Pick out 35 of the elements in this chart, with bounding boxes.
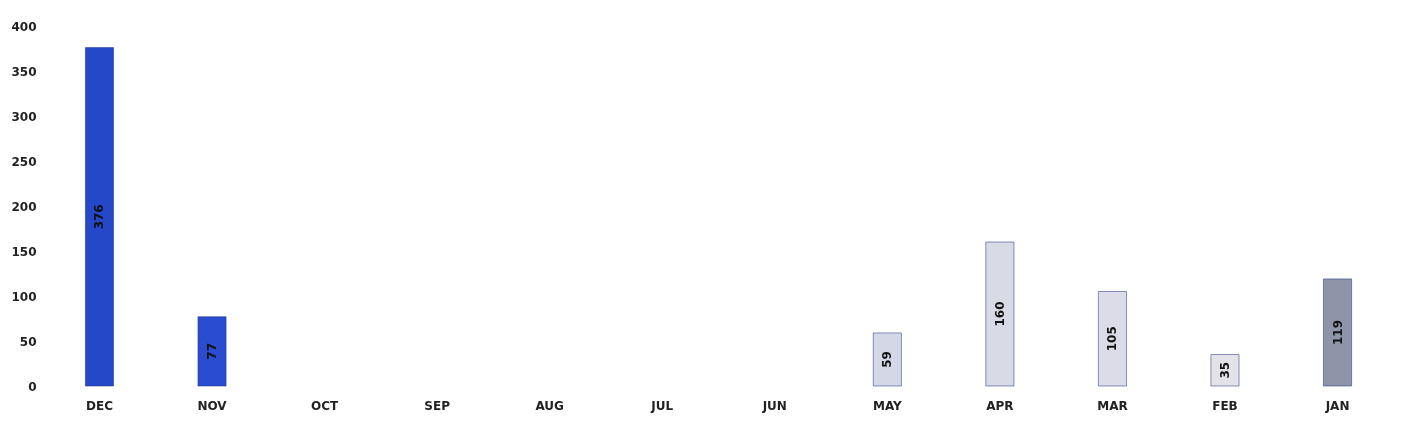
y-tick-label: 50 [19,334,37,349]
x-tick-label: MAY [872,398,903,413]
x-tick-label: AUG [535,398,564,413]
x-tick-label: APR [986,398,1014,413]
bar [1210,354,1240,387]
x-tick-label: JUL [650,398,674,413]
data-label: 77 [205,343,220,360]
bar [873,332,902,387]
y-tick-label: 300 [11,109,37,124]
bar [197,316,227,387]
y-tick-label: 400 [11,19,37,34]
x-tick-label: OCT [310,398,339,413]
x-tick-label: JAN [1324,398,1350,413]
data-label: 59 [880,351,895,368]
y-tick-label: 200 [11,199,37,214]
x-tick-label: MAR [1097,398,1128,413]
bar [1323,278,1352,387]
y-tick-label: 250 [11,154,37,169]
bar [85,47,114,387]
x-tick-label: NOV [197,398,228,413]
y-tick-label: 0 [28,379,37,394]
data-label: 160 [992,301,1007,327]
y-tick-label: 150 [11,244,37,259]
y-tick-label: 350 [11,64,37,79]
bar [1098,291,1127,387]
data-label: 105 [1105,326,1120,352]
x-tick-label: SEP [424,398,451,413]
data-label: 376 [92,204,107,230]
x-tick-label: JUN [761,398,787,413]
x-tick-label: FEB [1212,398,1238,413]
bar [985,241,1015,387]
data-label: 35 [1217,361,1232,379]
x-tick-label: DEC [85,398,114,413]
data-label: 119 [1330,319,1345,345]
y-tick-label: 100 [11,289,37,304]
